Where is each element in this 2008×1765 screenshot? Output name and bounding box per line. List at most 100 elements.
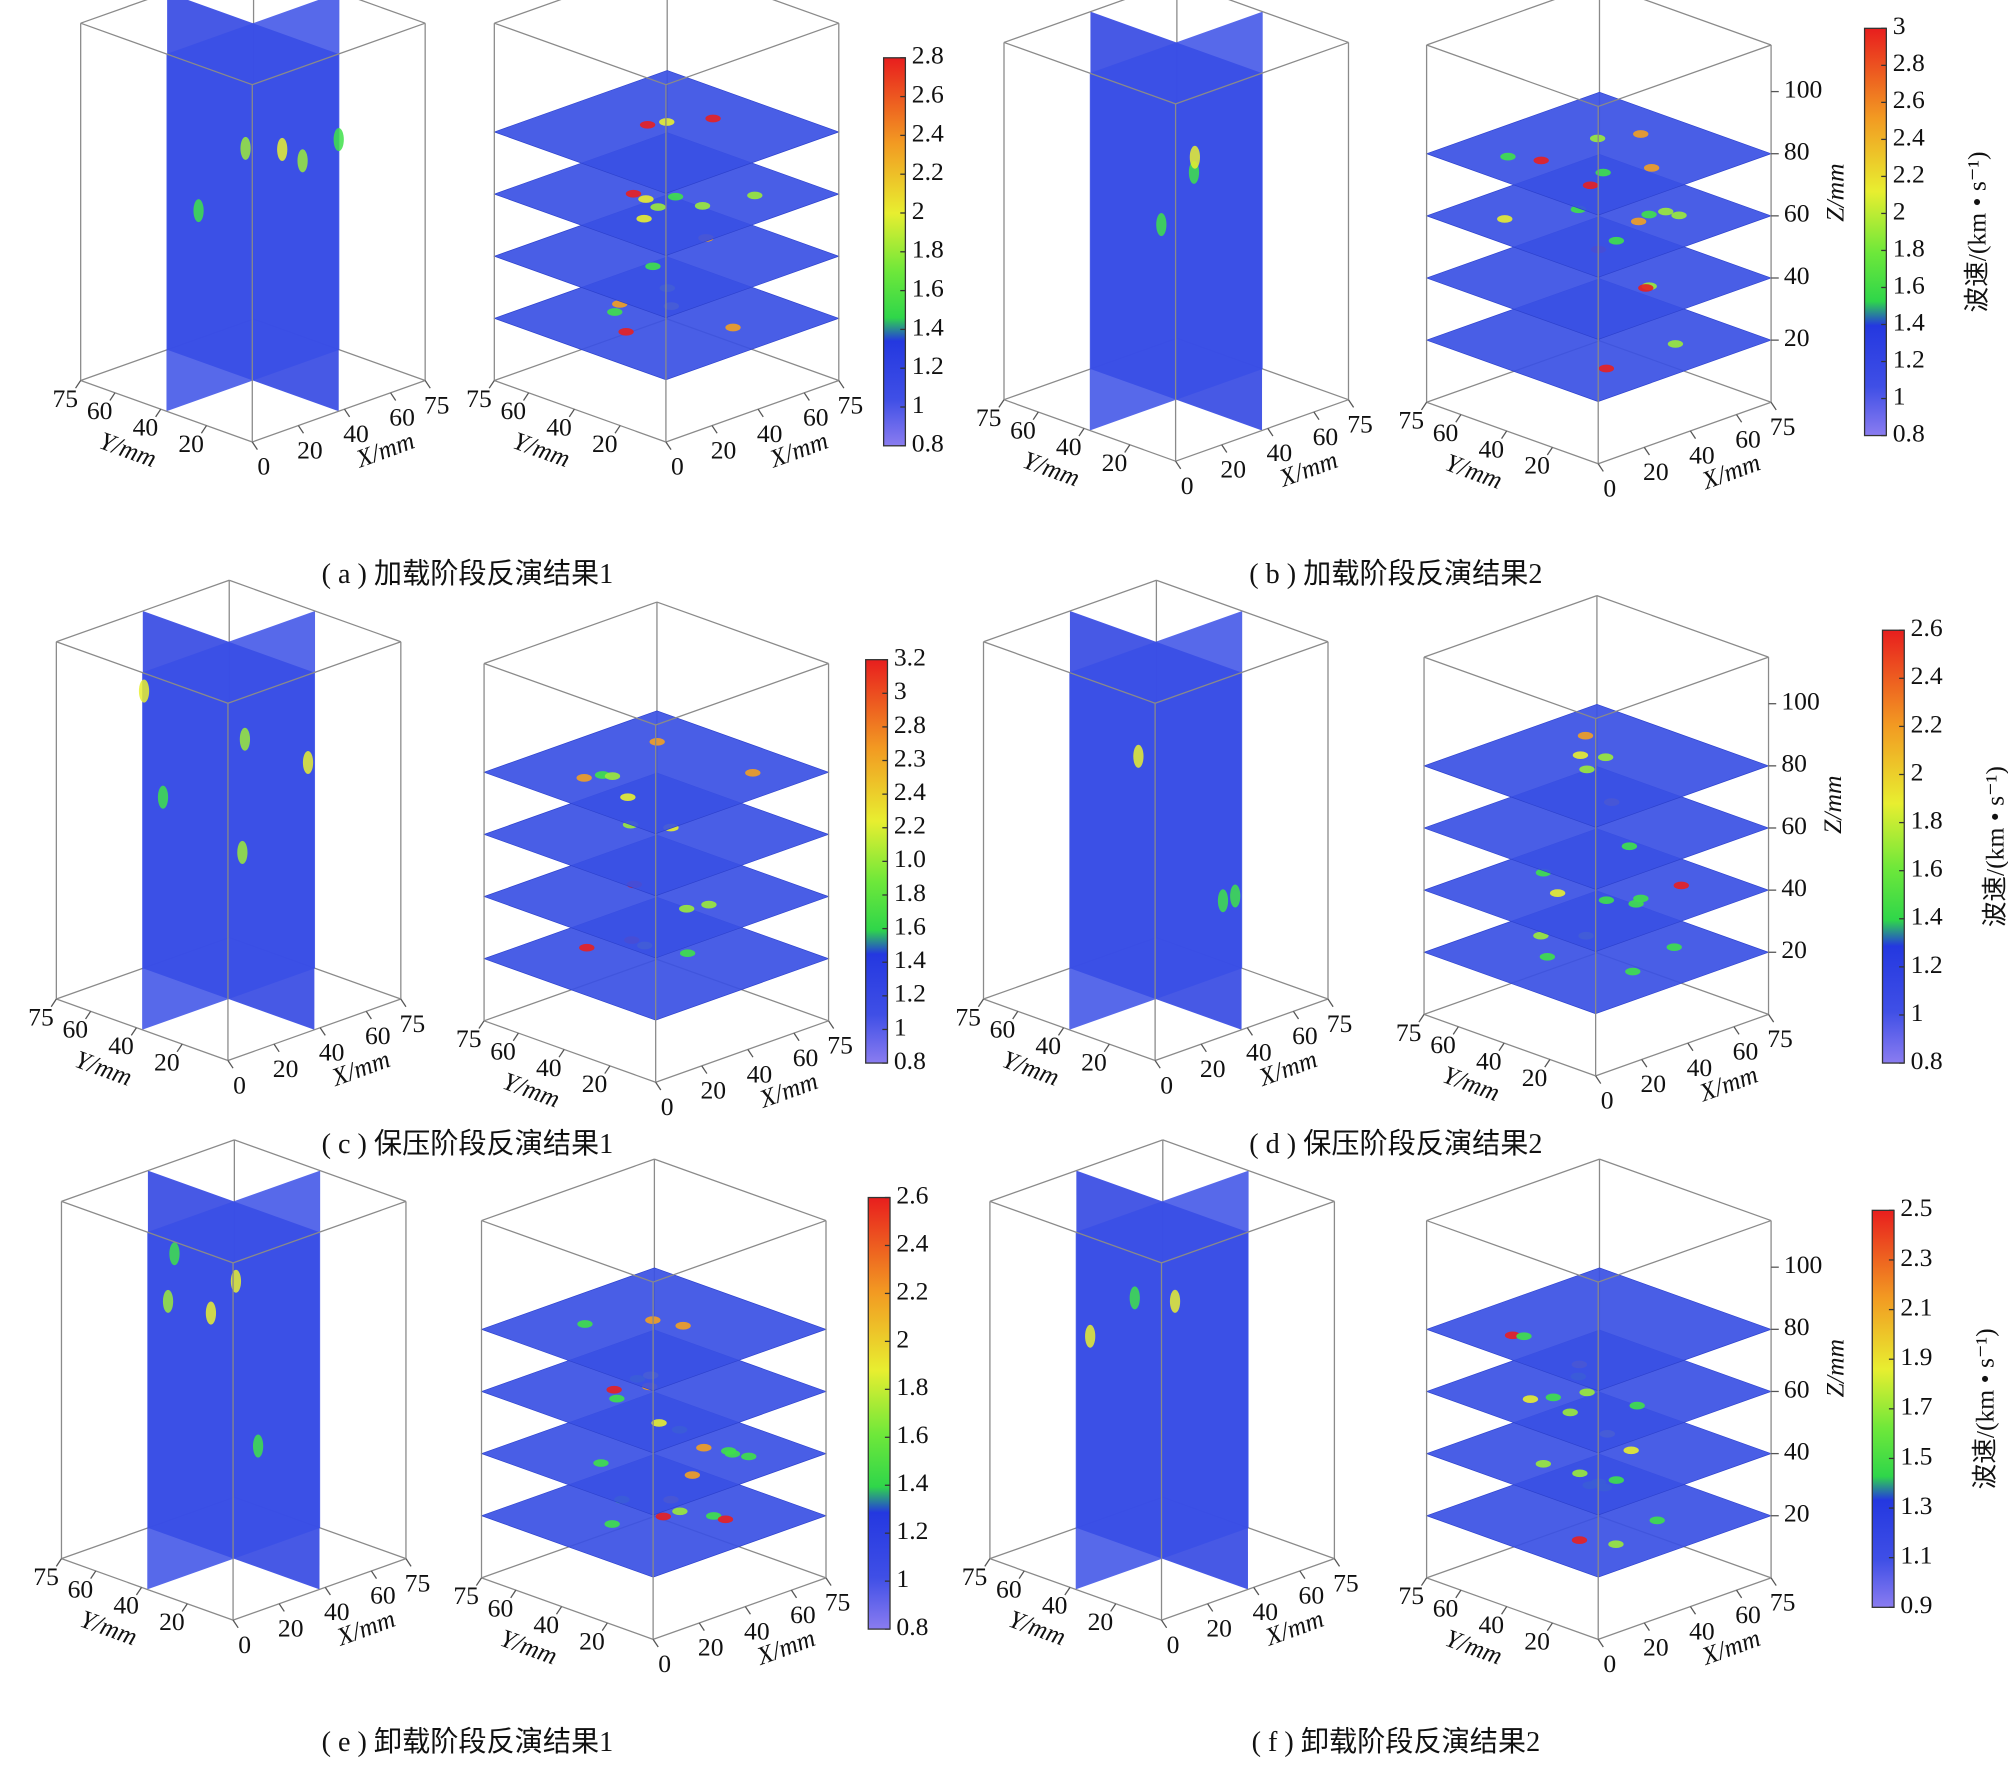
colorbar-tick-label: 0.8 (894, 1046, 926, 1075)
x-tick-label: 20 (700, 1076, 726, 1105)
box-edge (1161, 1558, 1335, 1621)
y-tick (90, 1570, 97, 1579)
y-tick-label: 60 (68, 1574, 94, 1603)
y-tick-label: 40 (113, 1591, 139, 1620)
colorbar-tick-label: 2.2 (1893, 159, 1925, 188)
velocity-spot (607, 308, 623, 316)
x-tick (1770, 1577, 1777, 1586)
colorbar-tick-label: 1 (912, 390, 925, 419)
x-tick-label: 75 (400, 1009, 426, 1038)
x-tick (278, 1603, 285, 1612)
z-axis-label: Z/mm (1821, 1339, 1850, 1397)
x-tick (273, 1043, 280, 1053)
x-tick (424, 380, 431, 389)
velocity-spot (1608, 236, 1625, 245)
box-edge (1426, 1219, 1599, 1283)
x-tick (1597, 463, 1604, 472)
velocity-spot (1549, 889, 1566, 897)
z-tick-label: 40 (1781, 873, 1807, 902)
y-tick (568, 408, 575, 418)
x-tick-label: 60 (1733, 1036, 1759, 1065)
box-edge (983, 998, 1156, 1062)
velocity-spot (1500, 152, 1516, 161)
colorbar-tick-label: 2 (896, 1324, 909, 1353)
colorbar-tick-label: 2.8 (1893, 48, 1925, 77)
box-edge (1228, 0, 1349, 44)
x-tick-label: 75 (825, 1588, 851, 1617)
y-tick (510, 1589, 517, 1599)
y-tick-label: 20 (159, 1607, 185, 1636)
x-tick-label: 40 (1267, 438, 1293, 467)
y-tick-label: 20 (1524, 451, 1550, 480)
velocity-spot (678, 904, 695, 913)
x-tick (803, 392, 810, 401)
y-tick (1546, 1622, 1553, 1631)
y-tick (1012, 1010, 1019, 1020)
y-tick-label: 60 (1433, 1594, 1459, 1623)
velocity-spot (1572, 751, 1589, 760)
velocity-spot (1577, 731, 1594, 740)
box-edge (1003, 399, 1176, 462)
box-edge (1161, 1200, 1335, 1264)
velocity-spot (636, 214, 652, 223)
colorbar-tick-label: 2.3 (894, 743, 926, 772)
x-tick-label: 0 (1181, 471, 1194, 500)
velocity-spot (1608, 1476, 1625, 1484)
y-tick-label: 40 (546, 413, 572, 442)
colorbar-tick-label: 2.4 (912, 118, 944, 147)
x-tick-label: 60 (1735, 424, 1761, 453)
colorbar-tick-label: 0.8 (1911, 1046, 1943, 1075)
velocity-spot (659, 118, 675, 126)
x-tick (297, 425, 305, 434)
velocity-spot (604, 1520, 620, 1528)
x-tick-label: 75 (827, 1031, 853, 1060)
x-tick-label: 40 (747, 1059, 773, 1088)
velocity-spot (1189, 145, 1200, 169)
x-tick (1175, 460, 1182, 470)
box-edge (227, 641, 402, 704)
box-edge (252, 379, 426, 443)
y-tick (522, 392, 530, 401)
colorbar-tick-label: 1.5 (1900, 1441, 1932, 1470)
x-tick-label: 20 (1640, 1069, 1666, 1098)
y-tick-label: 20 (178, 429, 204, 458)
x-tick-label: 75 (1327, 1009, 1353, 1038)
velocity-spot (684, 1471, 701, 1479)
y-tick-label: 20 (582, 1069, 608, 1098)
velocity-spot (240, 136, 251, 160)
box-edge (494, 379, 667, 443)
velocity-spot (649, 737, 665, 746)
velocity-spot (725, 323, 741, 332)
velocity-spot (1085, 1324, 1096, 1348)
colorbar (867, 1196, 891, 1630)
x-tick-label: 60 (370, 1581, 396, 1610)
box-edge (481, 1219, 654, 1283)
box-edge (1596, 595, 1769, 658)
x-tick-label: 20 (1643, 457, 1669, 486)
y-tick (1064, 1586, 1071, 1596)
z-tick-label: 100 (1784, 1250, 1822, 1279)
x-tick (1327, 998, 1334, 1008)
colorbar-tick-label: 3 (894, 676, 907, 705)
colorbar-tick-label: 1.8 (894, 878, 926, 907)
velocity-spot (1638, 284, 1654, 292)
velocity-spot (1533, 931, 1549, 940)
box-edge (665, 22, 840, 86)
velocity-spot (1156, 213, 1167, 237)
colorbar-tick-label: 1.2 (896, 1516, 928, 1545)
colorbar-tick-label: 1.7 (1900, 1392, 1932, 1421)
velocity-spot (1671, 211, 1687, 220)
velocity-spot (1621, 842, 1638, 851)
y-tick-label: 40 (1035, 1031, 1061, 1060)
y-tick (977, 998, 985, 1008)
velocity-spot (1562, 1408, 1578, 1417)
z-tick-label: 80 (1781, 749, 1807, 778)
velocity-spot (706, 1512, 722, 1520)
x-tick (390, 392, 397, 401)
caption: ( f ) 卸载阶段反演结果2 (1252, 1726, 1541, 1758)
x-tick (744, 1606, 751, 1615)
y-tick-label: 75 (1398, 1581, 1424, 1610)
z-tick-label: 20 (1784, 323, 1810, 352)
x-tick-label: 40 (1689, 441, 1715, 470)
x-tick-label: 20 (273, 1054, 299, 1083)
